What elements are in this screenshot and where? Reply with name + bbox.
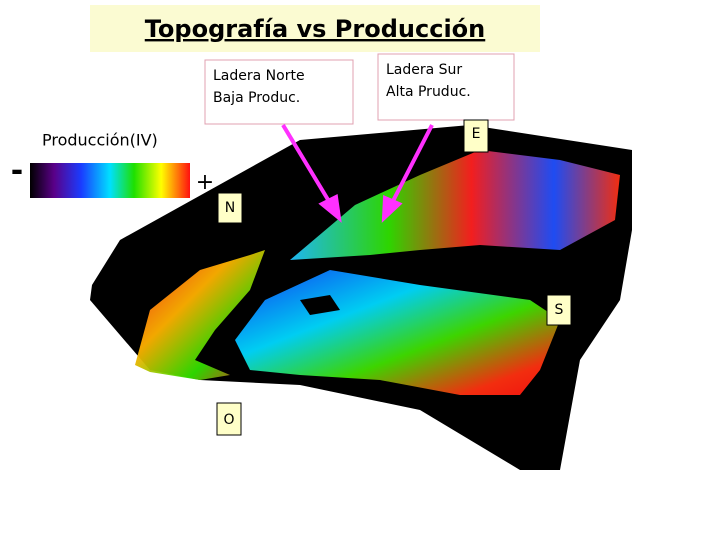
direction-label: O <box>223 412 234 428</box>
callout-box <box>204 59 354 125</box>
legend-label: Producción(IV) <box>42 131 158 150</box>
direction-label: N <box>225 200 235 216</box>
legend-min: - <box>11 154 23 189</box>
direction-box <box>216 402 242 436</box>
callout-text: Ladera Norte <box>213 68 305 84</box>
direction-box <box>463 119 489 153</box>
terrain-slope <box>135 250 265 380</box>
arrows <box>281 123 434 223</box>
terrain-ridge <box>290 150 620 260</box>
legend-max: + <box>196 170 214 195</box>
direction-label: E <box>472 126 481 142</box>
color-bar <box>30 163 190 198</box>
callout-text: Ladera Sur <box>386 62 462 78</box>
title-box <box>90 5 540 52</box>
terrain-hole <box>300 295 340 315</box>
direction-box <box>217 192 243 224</box>
title: Topografía vs Producción <box>145 15 486 43</box>
direction-box <box>546 294 572 326</box>
direction-label: S <box>555 302 564 318</box>
callout-text: Alta Pruduc. <box>386 84 471 100</box>
callout-box <box>377 53 515 121</box>
callout-text: Baja Produc. <box>213 90 300 106</box>
